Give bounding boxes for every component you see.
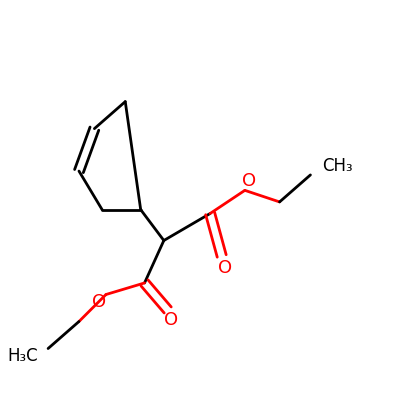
Text: O: O [164, 311, 179, 329]
Text: O: O [242, 172, 256, 190]
Text: CH₃: CH₃ [322, 157, 353, 175]
Text: O: O [218, 258, 233, 276]
Text: O: O [92, 293, 106, 311]
Text: H₃C: H₃C [7, 347, 38, 365]
